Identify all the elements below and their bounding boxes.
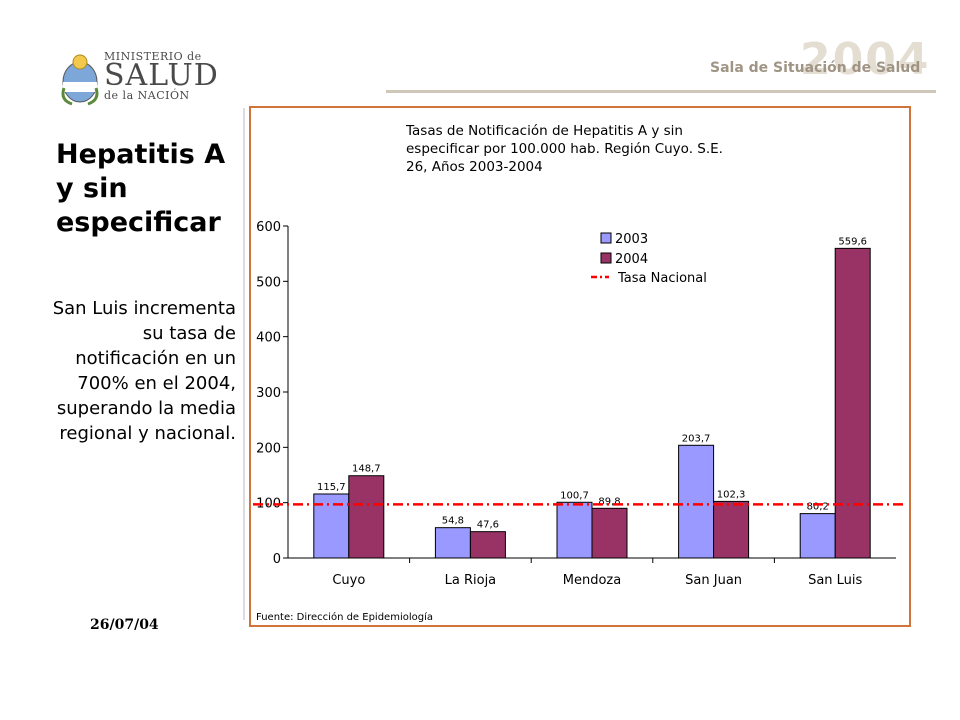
data-label: 100,7 <box>560 490 589 501</box>
y-tick-label: 300 <box>256 386 281 401</box>
x-tick-label: San Juan <box>685 573 742 588</box>
chart-title-line-2: especificar por 100.000 hab. Región Cuyo… <box>406 141 723 157</box>
bar-2003 <box>434 527 471 559</box>
banner-year: 2004 <box>800 34 931 85</box>
chart-title-line-1: Tasas de Notificación de Hepatitis A y s… <box>405 123 683 139</box>
header-divider <box>386 90 936 93</box>
logo-line1: MINISTERIO de <box>104 50 202 63</box>
legend-swatch-2004 <box>600 252 612 264</box>
slide-summary: San Luis incrementa su tasa de notificac… <box>52 298 236 444</box>
y-tick-label: 200 <box>256 441 281 456</box>
y-tick-label: 0 <box>273 552 281 567</box>
data-label: 148,7 <box>352 464 381 475</box>
slide-title: Hepatitis A y sin especificar <box>56 139 226 238</box>
data-label: 54,8 <box>442 516 464 527</box>
bar-chart: Tasas de Notificación de Hepatitis A y s… <box>253 123 906 623</box>
y-tick-label: 600 <box>256 220 281 235</box>
data-label: 89,8 <box>598 496 620 507</box>
slide-date: 26/07/04 <box>90 617 159 633</box>
x-tick-label: La Rioja <box>445 573 497 588</box>
bar-2004 <box>591 507 628 559</box>
x-tick-label: San Luis <box>808 573 862 588</box>
data-label: 80,2 <box>807 502 829 513</box>
data-label: 47,6 <box>477 520 499 531</box>
data-label: 102,3 <box>717 489 746 500</box>
bar-2004 <box>469 531 506 559</box>
bar-2004 <box>834 247 871 559</box>
logo-line3: de la NACIÓN <box>104 89 190 102</box>
sidebar-divider <box>243 108 245 620</box>
legend-swatch-2003 <box>600 232 612 244</box>
legend-label-2004: 2004 <box>615 252 648 267</box>
ministry-logo: MINISTERIO de SALUD de la NACIÓN <box>58 48 223 114</box>
chart-frame: Tasas de Notificación de Hepatitis A y s… <box>249 106 911 627</box>
y-tick-label: 500 <box>256 275 281 290</box>
x-tick-label: Mendoza <box>563 573 621 588</box>
banner-title: Sala de Situación de Salud <box>710 60 921 76</box>
data-label: 115,7 <box>317 482 346 493</box>
legend-label-2003: 2003 <box>615 232 648 247</box>
x-tick-label: Cuyo <box>332 573 365 588</box>
chart-legend: 2003 2004 Tasa Nacional <box>591 232 707 286</box>
chart-title-line-3: 26, Años 2003-2004 <box>406 159 543 175</box>
bar-2003 <box>556 501 593 559</box>
chart-title: Tasas de Notificación de Hepatitis A y s… <box>405 123 723 175</box>
bar-2004 <box>713 500 750 559</box>
data-label: 559,6 <box>838 236 867 247</box>
bar-2003 <box>799 513 836 559</box>
legend-label-tasa-nacional: Tasa Nacional <box>617 271 707 286</box>
bar-2004 <box>348 475 385 559</box>
national-emblem-icon <box>61 54 99 106</box>
y-tick-label: 400 <box>256 331 281 346</box>
logo-line2: SALUD <box>104 58 219 93</box>
chart-source: Fuente: Dirección de Epidemiología <box>256 611 433 623</box>
bar-2003 <box>678 444 715 559</box>
data-label: 203,7 <box>682 433 711 444</box>
